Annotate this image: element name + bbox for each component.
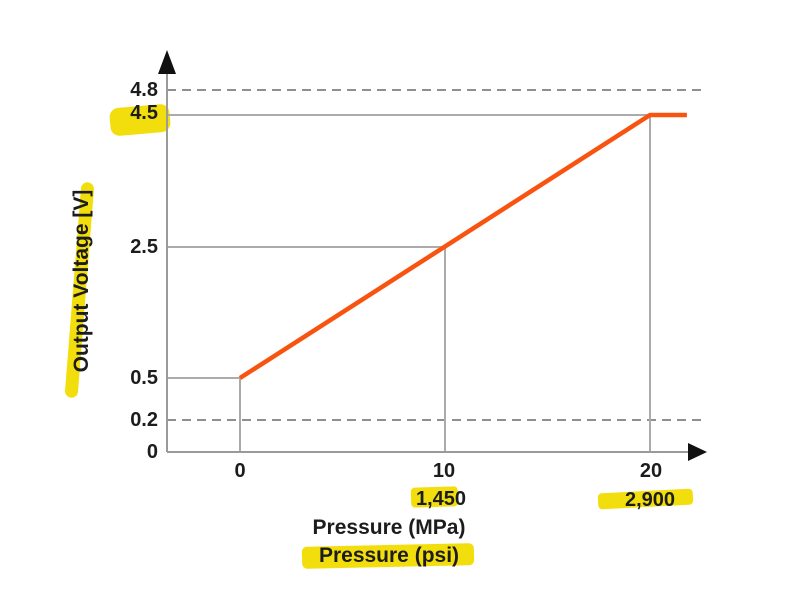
x-tick-2900-psi: 2,900 [624, 489, 676, 511]
x-tick-1450-psi: 1,450 [415, 488, 467, 510]
y-tick-0-2: 0.2 [130, 409, 158, 431]
x-axis-title-psi: Pressure (psi) [318, 544, 460, 567]
y-tick-0-5: 0.5 [130, 367, 158, 389]
y-tick-4-8: 4.8 [130, 79, 158, 101]
y-tick-4-5: 4.5 [130, 102, 158, 124]
y-axis-title: Output Voltage [V] [70, 189, 93, 373]
y-tick-2-5: 2.5 [130, 236, 158, 258]
x-axis-title-mpa: Pressure (MPa) [312, 516, 466, 539]
x-tick-0-mpa: 0 [234, 460, 246, 482]
x-tick-10-mpa: 10 [432, 460, 456, 482]
x-tick-20-mpa: 20 [639, 460, 663, 482]
y-tick-0: 0 [146, 441, 158, 463]
